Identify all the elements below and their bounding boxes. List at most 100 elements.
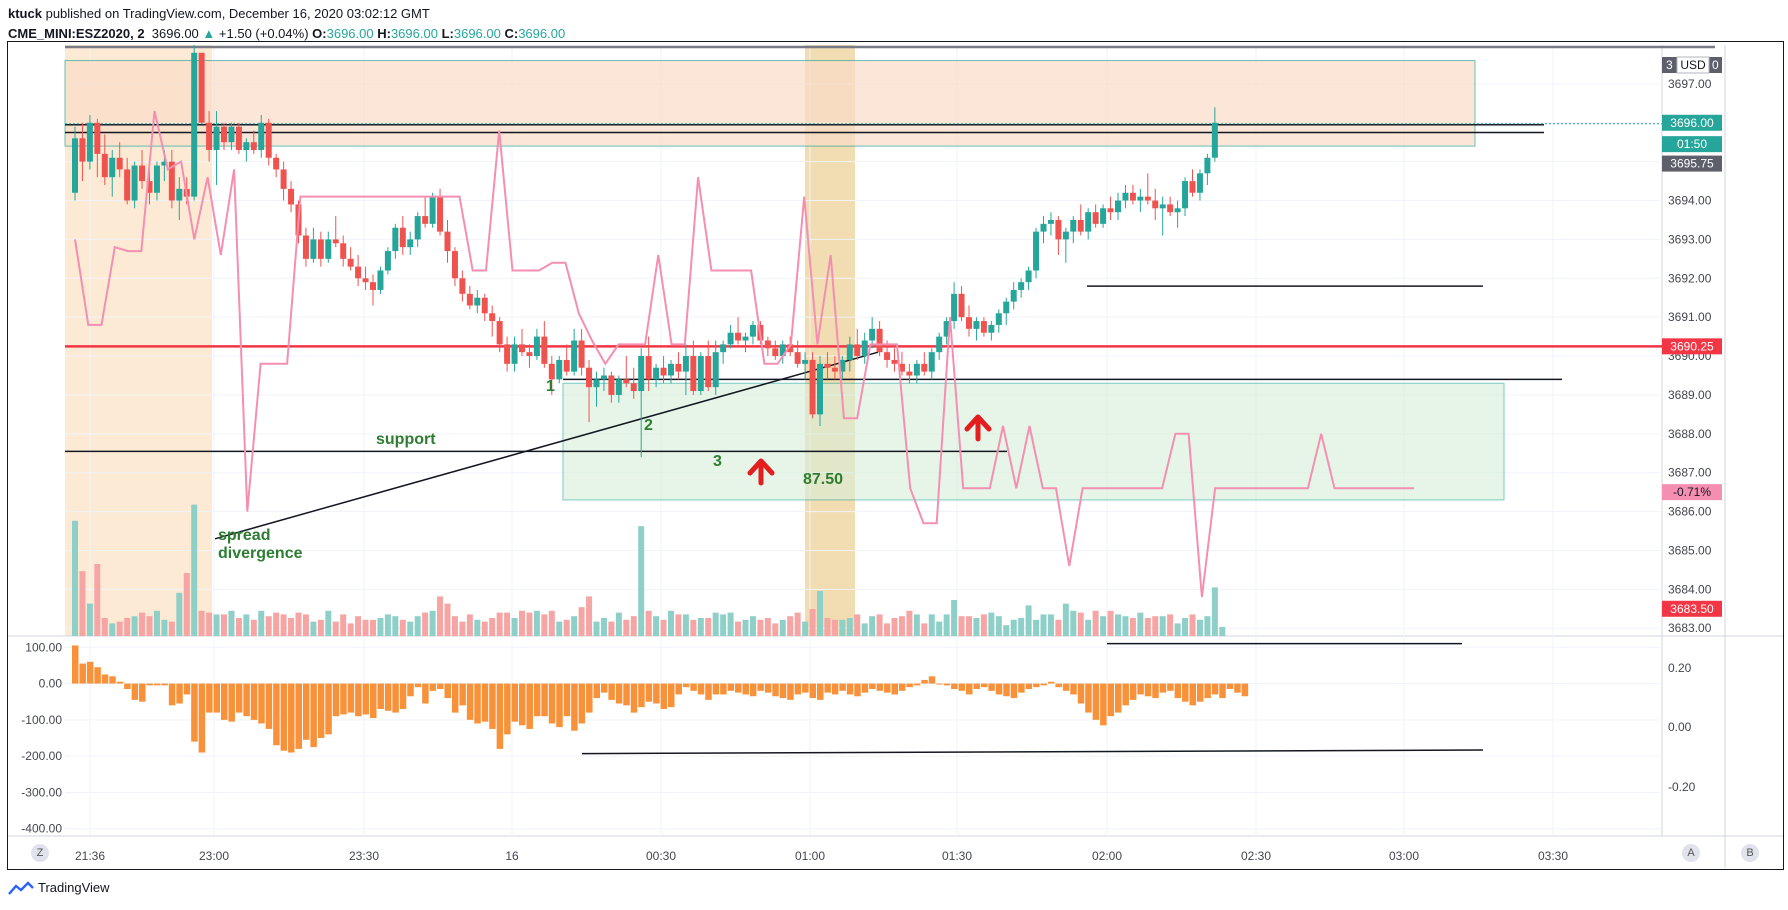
osc-bar (280, 683, 288, 751)
axis-b-button[interactable]: B (1741, 844, 1759, 862)
osc-bar (578, 683, 586, 724)
osc-bar (869, 683, 876, 689)
volume-bar (302, 614, 309, 636)
osc-bar (1070, 683, 1077, 695)
candle-body (109, 157, 116, 178)
footer-brand[interactable]: TradingView (38, 880, 110, 895)
candle-body (280, 169, 287, 189)
volume-bar (682, 614, 689, 636)
price-tick-label: 3688.00 (1668, 427, 1712, 441)
osc-bar (921, 679, 928, 684)
osc-bar (817, 683, 824, 700)
volume-bar (1055, 619, 1062, 636)
volume-bar (1010, 619, 1017, 636)
osc-bar (1137, 683, 1144, 695)
osc-bar (1107, 683, 1115, 717)
osc-bar (861, 683, 869, 693)
osc-bar (623, 683, 630, 706)
price-tick-label: 3685.00 (1668, 543, 1712, 557)
volume-bar (139, 612, 146, 636)
osc-bar (1241, 683, 1249, 697)
volume-bar (675, 614, 682, 636)
volume-bar (511, 618, 518, 636)
volume-bar (347, 623, 354, 636)
candle-body (1129, 192, 1136, 201)
axis-z-button[interactable]: Z (31, 844, 49, 862)
osc-bar (675, 683, 682, 695)
volume-bar (764, 618, 771, 636)
change-arrow-icon: ▲ (202, 26, 216, 41)
osc-bar (1033, 683, 1040, 688)
candle-body (884, 352, 891, 360)
volume-bar (429, 610, 436, 636)
osc-bar (824, 683, 831, 693)
price-axis-badge (1662, 484, 1722, 501)
volume-bar (913, 614, 920, 636)
candle-body (1033, 231, 1040, 271)
candle-body (451, 251, 458, 279)
candle-body (571, 340, 578, 372)
volume-bar (1100, 616, 1107, 636)
volume-bar (407, 621, 414, 636)
time-tick-label: 02:00 (1092, 849, 1122, 863)
osc-bar (1182, 683, 1189, 702)
price-tick-label: 3697.00 (1668, 77, 1712, 91)
high-label: H: (377, 26, 391, 41)
volume-bar (153, 610, 160, 636)
osc-bar (1196, 683, 1204, 702)
osc-bar (586, 683, 593, 713)
osc-bar (511, 683, 519, 722)
candle-body (384, 251, 391, 271)
osc-bar (384, 683, 392, 711)
volume-bar (288, 618, 295, 636)
candle-body (802, 359, 809, 364)
volume-bar (1211, 587, 1218, 636)
candle-body (429, 196, 436, 224)
candle-body (712, 352, 719, 388)
osc-bar (1189, 683, 1196, 706)
volume-bar (1137, 612, 1144, 636)
osc-level-low (581, 749, 1484, 755)
candle-body (1018, 282, 1025, 290)
volume-bar (466, 614, 473, 636)
candle-body (332, 239, 339, 244)
volume-bar (392, 616, 399, 636)
volume-bar (854, 614, 861, 636)
volume-bar (1040, 614, 1047, 636)
osc-bar (645, 683, 653, 702)
volume-bar (809, 609, 816, 636)
axis-a-button[interactable]: A (1682, 844, 1700, 862)
volume-bar (414, 616, 421, 636)
osc-bar (332, 683, 340, 717)
osc-bar (94, 667, 101, 684)
candle-body (690, 356, 697, 392)
top-price-badge-text: 3 (1666, 58, 1673, 72)
candle-body (1047, 219, 1054, 224)
price-axis-badge (1662, 600, 1722, 617)
candle-body (362, 278, 369, 283)
volume-bar (355, 616, 362, 636)
osc-bar (1159, 683, 1167, 693)
candle-body (437, 196, 444, 232)
chart-frame (7, 41, 1784, 870)
candle-body (414, 216, 421, 240)
volume-bar (787, 616, 794, 636)
candle-body (1182, 181, 1189, 209)
candle-body (94, 122, 101, 154)
symbol-name[interactable]: CME_MINI:ESZ2020, 2 (8, 26, 145, 41)
candle-body (1062, 231, 1069, 240)
candle-body (444, 231, 451, 252)
osc-bar (1062, 683, 1070, 691)
osc-bar (466, 683, 474, 720)
open-label: O: (312, 26, 327, 41)
low-label: L: (441, 26, 454, 41)
osc-bar (794, 683, 802, 695)
top-price-badge-text: 0 (1712, 58, 1719, 72)
volume-bar (884, 623, 891, 636)
price-tick-label: 3684.00 (1668, 582, 1712, 596)
osc-bar (191, 683, 198, 742)
volume-bar (749, 616, 756, 636)
candle-body (228, 126, 235, 143)
osc-bar (1047, 681, 1055, 684)
